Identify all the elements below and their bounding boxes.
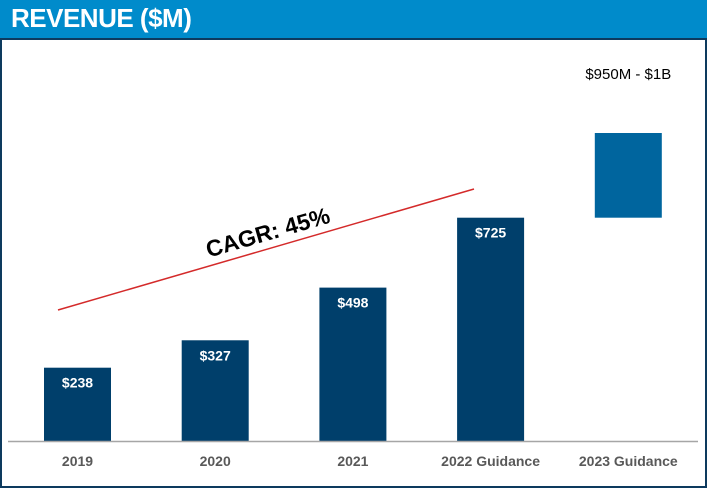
x-tick-label: 2020 [200,453,231,469]
data-label: $950M - $1B [585,66,671,83]
x-tick-label: 2021 [337,453,368,469]
chart-title: REVENUE ($M) [11,3,192,33]
x-tick-label: 2019 [62,453,93,469]
x-tick-label: 2023 Guidance [579,453,678,469]
bar-2022-guidance [457,217,525,441]
data-label: $327 [200,347,231,363]
range-bar-2023-guidance [594,133,662,218]
cagr-annotation: CAGR: 45% [203,202,333,262]
data-label: $725 [475,225,506,241]
header-bar: REVENUE ($M) [0,0,707,38]
data-label: $238 [62,375,93,391]
bar-2019 [44,367,111,441]
cagr-trend-line [57,188,475,311]
x-tick-label: 2022 Guidance [441,453,540,469]
bar-2020 [181,340,249,441]
bar-2021 [319,287,387,441]
data-label: $498 [337,295,368,311]
